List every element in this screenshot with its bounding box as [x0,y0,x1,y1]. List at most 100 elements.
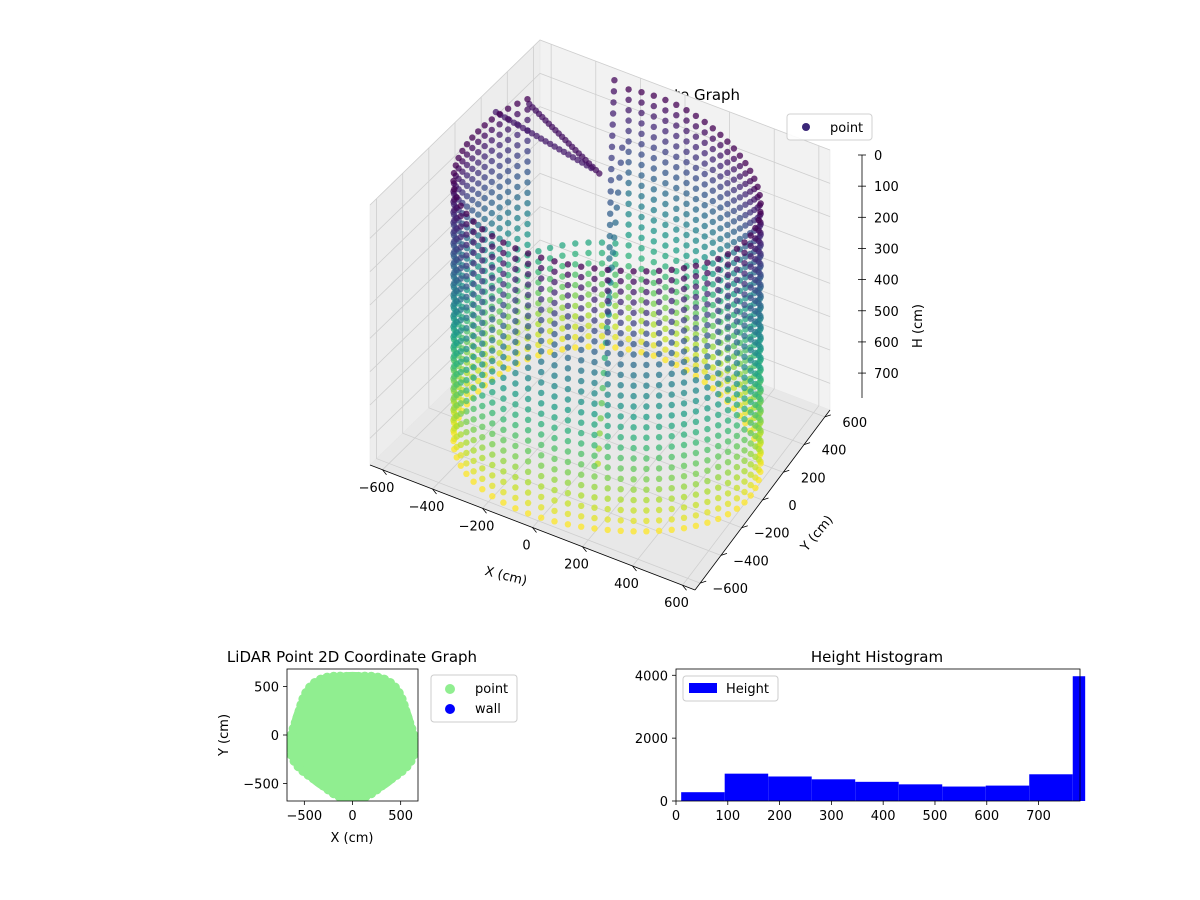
chart-3d-point [643,309,650,317]
chart-3d-point [500,437,507,444]
chart-3d-point [512,369,519,377]
chart-3d-point [752,245,759,252]
chart-3d-point [747,294,754,302]
chart-3d-point [625,190,632,197]
chart-3d-point [470,395,477,402]
chart-3d-point [578,336,585,343]
histogram-legend-label: Height [726,682,769,697]
chart-3d-point [751,175,758,182]
chart-3d-point [650,321,657,328]
chart-3d-point [463,408,470,415]
chart-3d-point [630,372,637,379]
chart-3d-point [564,427,572,434]
chart-3d-point [655,350,663,358]
chart-3d-point [538,400,545,407]
chart-3d-point [475,253,482,260]
chart-3d-point [683,179,690,187]
chart-3d-point [524,200,531,207]
chart-3d-point [683,252,690,259]
chart-3d-point [741,291,748,298]
chart-3d-point [683,169,690,176]
chart-3d-point [752,380,759,388]
chart-3d-point [742,201,749,208]
chart-3d-point [704,384,711,391]
chart-3d-point [591,431,598,439]
chart-3d-point [752,370,759,377]
chart-3d-point [514,100,521,107]
chart-3d-point [724,303,732,310]
chart-3d-point [463,151,471,158]
chart-3d-point [692,304,700,311]
chart-3d-point [662,284,669,291]
chart-3d-point [701,150,708,157]
chart-3d-point [733,318,741,325]
chart-3d-point [736,204,744,211]
chart-3d-point [715,297,722,304]
chart-3d-point [500,281,507,288]
chart-3d-point [733,266,741,273]
chart-3d-point [538,358,545,365]
chart-3d-point [451,186,458,193]
chart-3d-point [662,96,669,104]
chart-3d-point [650,290,657,297]
chart-3d-point [607,210,614,217]
chart-3d-point [578,419,585,426]
chart-3d-point [591,525,598,532]
chart-3d-point [715,255,722,263]
chart-3d-point [709,229,716,236]
chart-3d-point [752,474,759,481]
chart-3d-point [643,268,650,275]
chart-3d-point [514,225,521,232]
chart-3d-point [650,300,657,307]
chart-3d-point [680,504,688,511]
chart-3d-point [475,128,482,135]
chart-3d-point [591,452,598,459]
chart-3d-point [701,285,708,292]
chart-3d-point [752,412,759,419]
chart-3d-point [655,527,663,534]
chart-3d-point [724,232,731,239]
chart-3d-point [617,423,624,430]
histogram-x-tick-label: 0 [672,809,680,824]
chart-3d-point [524,354,532,361]
chart-3d-point [692,227,700,234]
chart-3d-point [475,284,482,291]
chart-3d-point [564,292,572,299]
chart-3d-point [668,433,675,440]
chart-3d-point [514,142,521,149]
chart-3d-point [625,107,632,114]
chart-3d-point [724,169,731,176]
chart-3d-point [715,286,722,294]
chart-3d-point [512,255,519,262]
histogram-bar [898,784,943,801]
chart-3d-point [601,354,608,362]
chart-3d-point [489,368,496,375]
chart-3d-point [680,337,688,345]
chart-3d-point [650,92,657,99]
chart-3d-point [470,478,477,485]
chart-3d-point [488,178,495,186]
chart-3d-point [598,322,606,329]
chart-3d-point [650,248,657,255]
chart-3d-point [512,401,519,408]
chart-3d-point [496,183,503,190]
chart-3d-point [481,184,488,191]
chart-3d-point [591,442,598,449]
chart-3d-point [692,408,700,415]
chart-3d-y-tick [700,580,707,584]
chart-3d-point [741,395,748,402]
chart-3d-point [524,395,532,403]
chart-3d-point [736,173,744,180]
chart-3d-point [650,144,657,151]
chart-3d-point [756,191,763,199]
chart-3d-point [701,254,708,261]
chart-3d-x-tick [582,546,587,552]
chart-3d-point [625,117,632,124]
chart-3d-point [457,212,464,220]
chart-3d-point [463,314,470,321]
chart-3d-point [609,110,617,117]
chart-3d-point [514,131,521,139]
chart-3d-y-tick [783,469,790,473]
chart-3d-point [730,145,738,152]
chart-3d-point [469,144,476,152]
